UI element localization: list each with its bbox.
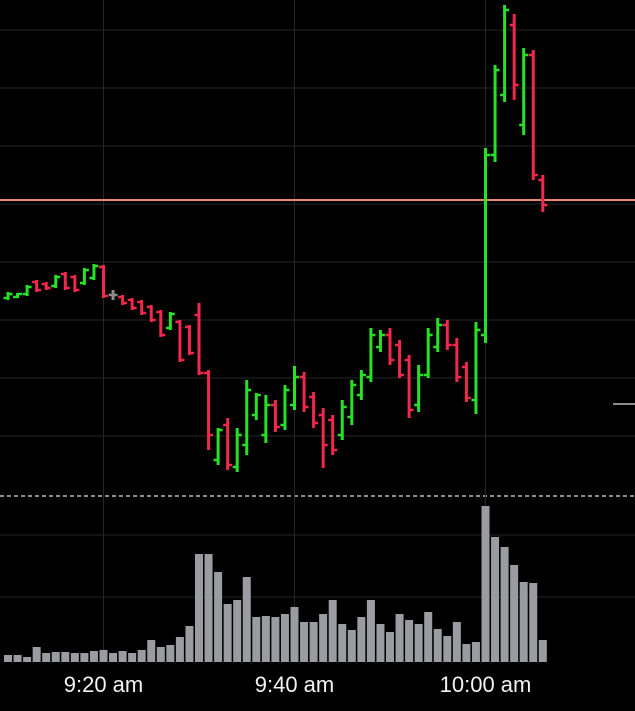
- volume-bar: [118, 651, 127, 662]
- volume-bar: [32, 647, 41, 662]
- volume-bar: [309, 622, 318, 662]
- volume-bar: [23, 657, 32, 662]
- volume-bar: [443, 636, 452, 662]
- volume-bar: [195, 554, 203, 662]
- volume-bar: [233, 600, 242, 662]
- volume-bar: [376, 624, 385, 662]
- volume-bar: [137, 650, 146, 662]
- volume-bar: [61, 652, 70, 662]
- volume-bar: [109, 653, 118, 662]
- volume-bar: [70, 653, 79, 662]
- volume-bar: [529, 583, 538, 662]
- volume-bar: [280, 614, 289, 662]
- volume-bar: [328, 600, 337, 662]
- volume-bar: [538, 640, 547, 662]
- volume-bar: [319, 614, 328, 662]
- volume-bar: [491, 537, 500, 662]
- volume-bar: [347, 630, 356, 662]
- volume-bar: [261, 616, 270, 662]
- volume-bar: [433, 629, 442, 662]
- volume-bar: [500, 547, 509, 662]
- volume-bar: [147, 640, 156, 662]
- volume-bar: [204, 554, 213, 662]
- volume-bar: [128, 653, 137, 662]
- volume-bar: [271, 617, 280, 662]
- volume-bar: [338, 624, 347, 662]
- volume-bar: [13, 655, 22, 662]
- x-tick-label: 10:00 am: [440, 672, 532, 697]
- volume-bar: [405, 620, 414, 662]
- volume-bar: [51, 652, 60, 662]
- volume-bar: [156, 647, 165, 662]
- volume-bar: [223, 604, 232, 662]
- volume-bar: [166, 645, 175, 662]
- volume-bar: [185, 626, 194, 662]
- volume-bar: [395, 614, 404, 662]
- volume-bar: [510, 565, 519, 662]
- volume-bar: [300, 622, 309, 662]
- volume-bar: [99, 650, 108, 662]
- volume-bar: [414, 624, 423, 662]
- volume-bar: [290, 607, 299, 662]
- x-tick-label: 9:20 am: [64, 672, 144, 697]
- volume-bar: [452, 622, 461, 662]
- volume-bar: [519, 582, 528, 662]
- volume-bar: [42, 653, 51, 662]
- volume-bar: [481, 506, 490, 662]
- volume-bar: [366, 600, 375, 662]
- volume-bar: [462, 644, 471, 662]
- volume-bar: [89, 651, 98, 662]
- volume-bar: [4, 655, 12, 662]
- volume-bar: [471, 642, 480, 662]
- volume-bar: [214, 572, 223, 662]
- volume-bar: [424, 612, 433, 662]
- volume-bar: [252, 617, 261, 662]
- volume-bar: [175, 637, 184, 662]
- x-tick-label: 9:40 am: [255, 672, 335, 697]
- volume-bar: [357, 617, 366, 662]
- volume-bar: [80, 653, 89, 662]
- volume-bar: [242, 577, 251, 662]
- volume-bar: [386, 632, 394, 662]
